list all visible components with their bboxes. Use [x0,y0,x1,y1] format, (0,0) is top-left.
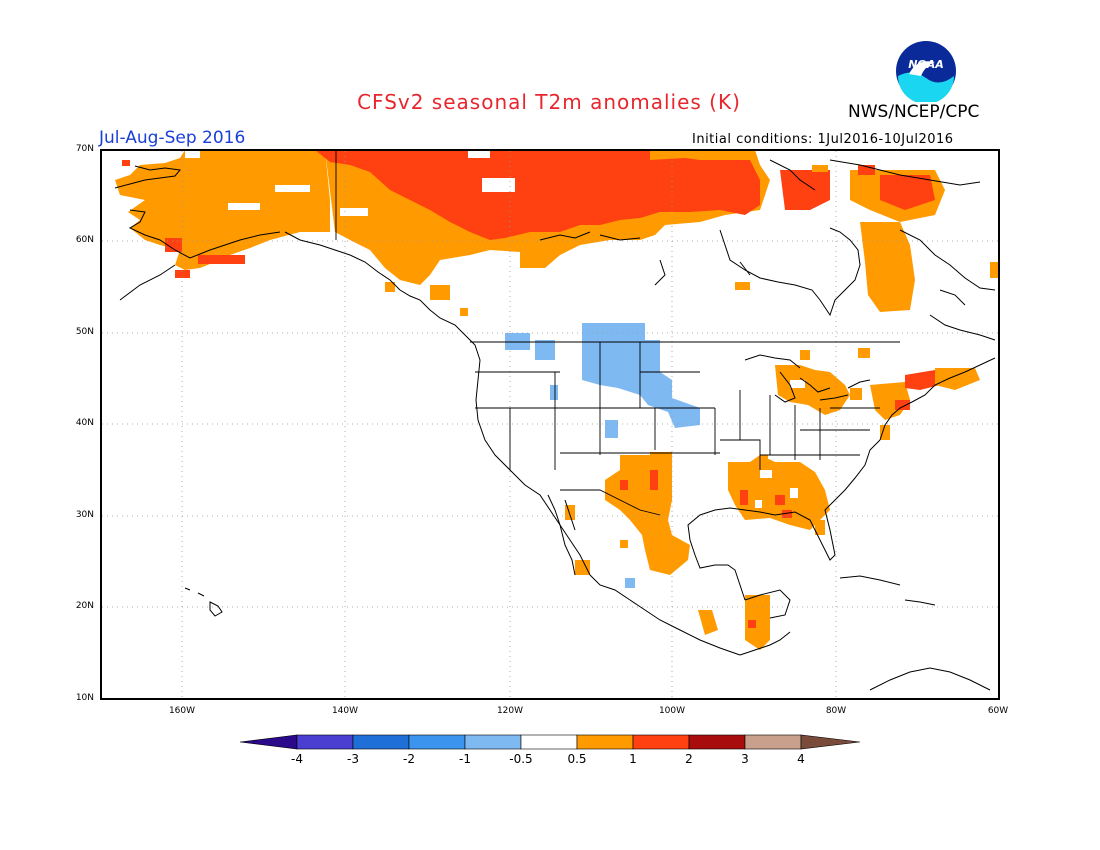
anomaly-fill-layer [115,150,1000,650]
north-central-cool-anomaly [582,323,700,428]
lat-label: 70N [75,144,94,154]
lon-label: 80W [825,706,847,716]
chart-title: CFSv2 seasonal T2m anomalies (K) [357,90,741,114]
lon-label: 120W [496,706,524,716]
legend-tick-label: -4 [291,752,303,766]
lon-label: 140W [331,706,359,716]
legend-tick-label: -3 [347,752,359,766]
lat-label: 50N [75,327,94,337]
map-frame [100,149,1000,700]
legend-tick-label: 3 [741,752,749,766]
legend-tick-label: 0.5 [567,752,587,766]
lon-label: 160W [168,706,196,716]
lon-label: 60W [987,706,1009,716]
state-borders [335,151,900,516]
lon-label: 100W [658,706,686,716]
lat-label: 30N [75,510,94,520]
legend-tick-label: -1 [459,752,471,766]
lat-label: 10N [75,693,94,703]
agency-label: NWS/NCEP/CPC [848,102,980,122]
legend-tick-label: -2 [403,752,415,766]
canada-strong-warm-anomaly [315,150,760,240]
coastlines [114,159,996,691]
alaska-warm-anomaly [115,150,330,270]
logo-text: NOAA [908,58,944,71]
legend-tick-label: 2 [685,752,693,766]
legend-tick-label: 4 [797,752,805,766]
graticule [102,151,998,698]
lat-label: 20N [75,601,94,611]
initial-conditions-label: Initial conditions: 1Jul2016-10Jul2016 [692,132,954,147]
lat-label: 40N [75,418,94,428]
southwest-warm-anomaly [605,452,690,575]
season-label: Jul-Aug-Sep 2016 [99,128,246,148]
lat-label: 60N [75,235,94,245]
legend-tick-label: -0.5 [509,752,533,766]
legend-tick-label: 1 [629,752,637,766]
noaa-logo-icon: NOAA [896,41,956,102]
